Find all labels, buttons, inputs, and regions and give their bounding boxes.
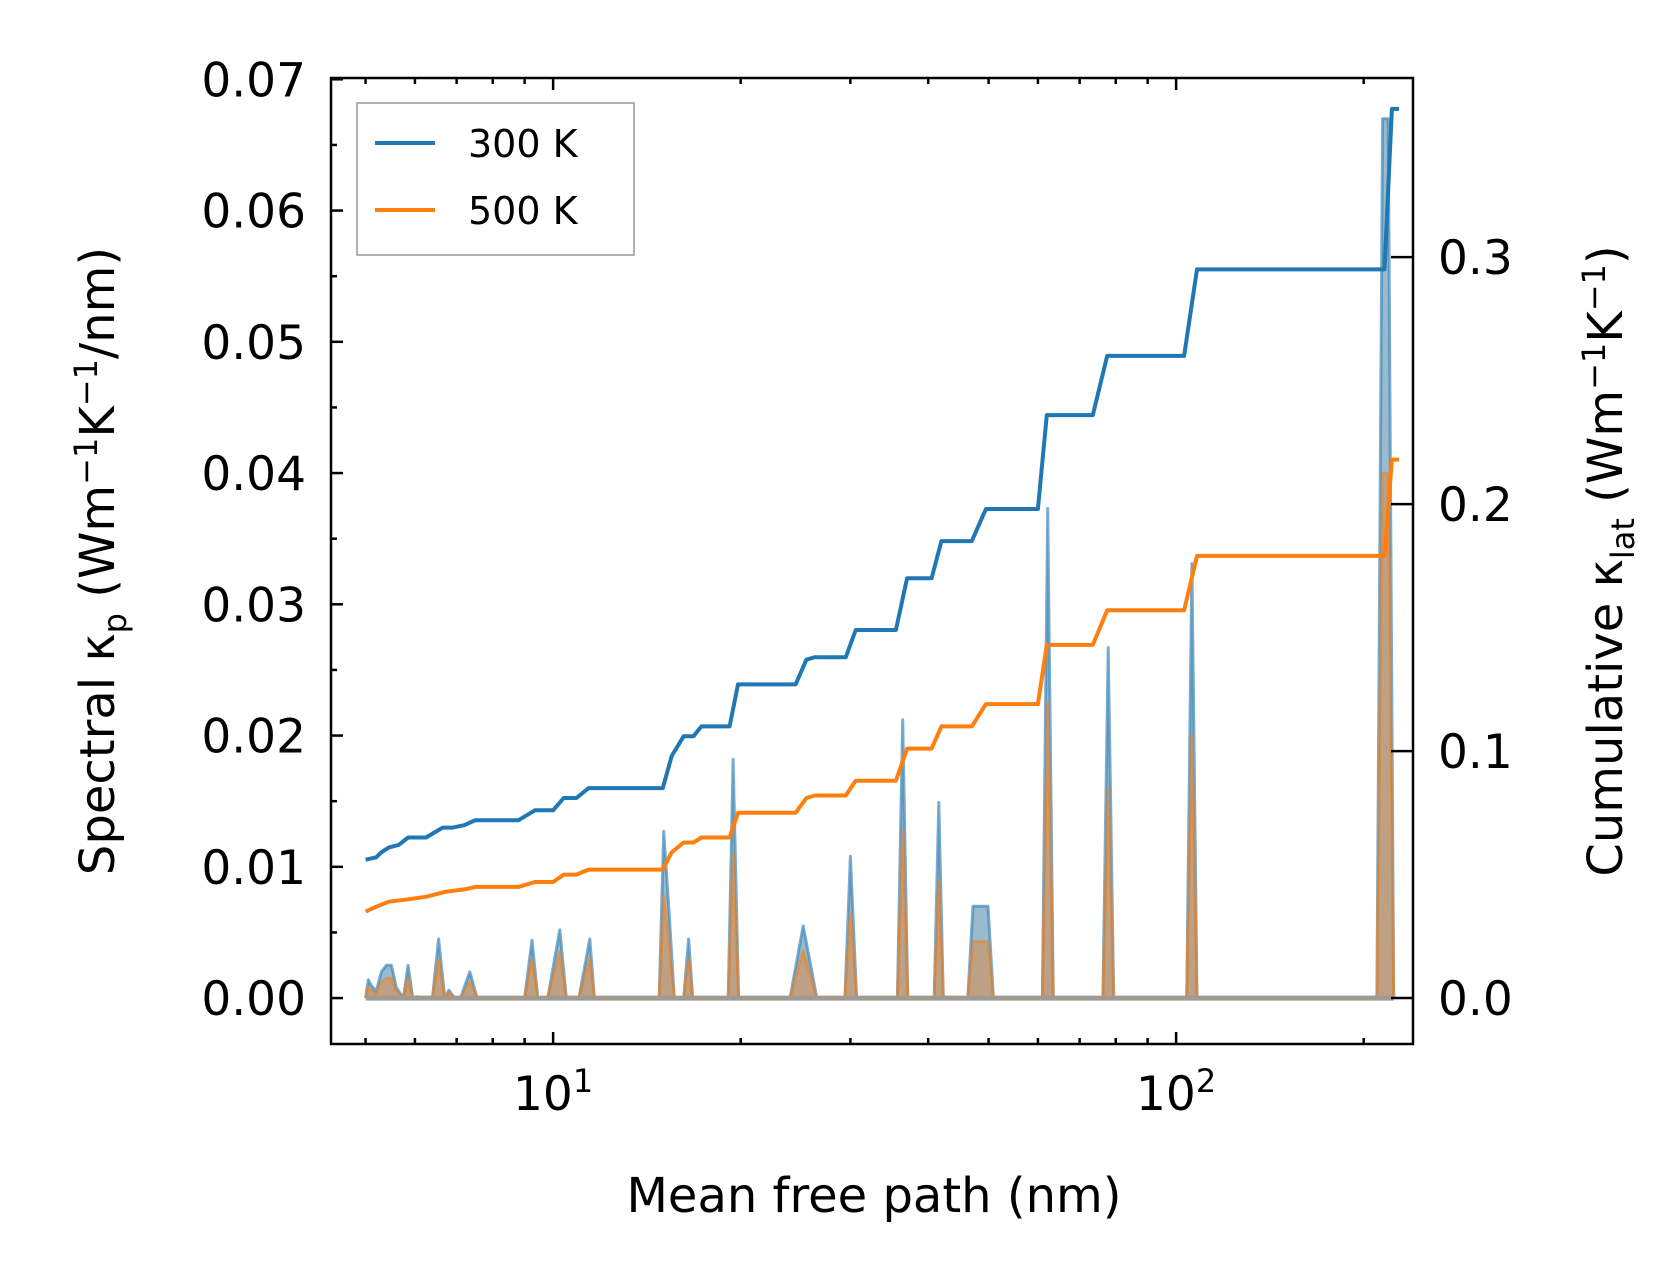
y-left-tick-label: 0.05 [201,316,306,371]
x-tick-label: 101 [513,1062,593,1122]
tick-marks [331,78,1413,1044]
y-right-tick-label: 0.3 [1438,231,1513,286]
y-left-tick-label: 0.06 [201,185,306,240]
plot-area-frame [329,76,1415,1046]
legend: 300 K 500 K [356,102,635,256]
y-left-tick-label: 0.07 [201,53,306,108]
x-axis-label: Mean free path (nm) [627,1168,1122,1224]
y-right-tick-label: 0.1 [1438,725,1513,780]
legend-label-300k: 300 K [468,122,579,166]
y-left-tick-label: 0.03 [201,578,306,633]
cumulative-line-300k [365,106,1400,862]
spectral-series-layer [364,117,1396,1001]
y-axis-label-right: Cumulative κlat (Wm−1K−1) [1575,245,1642,876]
y-right-tick-label: 0.2 [1438,478,1513,533]
x-tick-label: 102 [1136,1062,1216,1122]
cumulative-series-layer [364,106,1400,914]
y-left-tick-label: 0.01 [201,841,306,896]
legend-label-500k: 500 K [468,189,579,233]
y-left-tick-label: 0.04 [201,447,306,502]
y-left-tick-label: 0.00 [201,972,306,1027]
y-right-tick-label: 0.0 [1438,972,1513,1027]
tick-labels: 0.00 0.01 0.02 0.03 0.04 0.05 0.06 0.07 0.0 0.1 0.… [201,53,1512,1122]
cumulative-line-500k [364,457,1400,914]
y-axis-label-left: Spectral κp (Wm−1K−1/nm) [67,247,134,875]
y-left-tick-label: 0.02 [201,710,306,765]
legend-frame [356,102,635,256]
